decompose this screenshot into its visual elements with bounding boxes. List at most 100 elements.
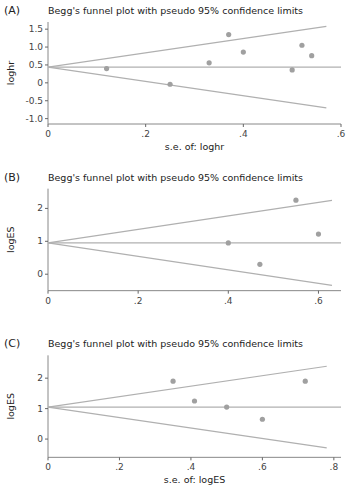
y-axis (48, 189, 49, 291)
funnel-line (48, 407, 327, 448)
x-tick-label: .6 (258, 462, 267, 472)
point (104, 66, 109, 71)
x-tick (262, 457, 263, 460)
funnel-line (48, 26, 326, 67)
x-tick (138, 291, 139, 294)
point (226, 240, 231, 245)
y-tick (45, 408, 48, 409)
x-tick (119, 457, 120, 460)
y-tick (45, 439, 48, 440)
point (293, 198, 298, 203)
y-tick-label: -1.0 (25, 114, 43, 124)
x-tick-label: .2 (115, 462, 124, 472)
y-tick-label: -0.5 (25, 96, 43, 106)
y-axis-label: loghr (5, 61, 16, 86)
point (316, 231, 321, 236)
panel: (B) Begg's funnel plot with pseudo 95% co… (4, 171, 341, 306)
y-tick-label: 1 (37, 404, 43, 414)
point (167, 82, 172, 87)
x-tick (243, 124, 244, 127)
y-axis (48, 22, 49, 124)
point (290, 67, 295, 72)
x-tick (190, 457, 191, 460)
x-tick (145, 124, 146, 127)
panel-label: (A) (4, 4, 20, 17)
title: Begg's funnel plot with pseudo 95% confi… (48, 172, 303, 183)
point (226, 32, 231, 37)
point (241, 49, 246, 54)
x-tick-label: .4 (224, 296, 233, 306)
figure: (A) Begg's funnel plot with pseudo 95% co… (0, 0, 353, 500)
x-tick-label: 0 (45, 129, 51, 139)
x-tick (48, 457, 49, 460)
x-tick-label: .6 (337, 129, 346, 139)
y-tick-label: 1 (37, 236, 43, 246)
y-tick (45, 208, 48, 209)
x-tick-label: .2 (134, 296, 143, 306)
y-tick (45, 100, 48, 101)
y-tick-label: 2 (37, 203, 43, 213)
funnel-line (48, 242, 341, 243)
y-tick-label: 0 (37, 78, 43, 88)
panel: (A) Begg's funnel plot with pseudo 95% co… (4, 4, 346, 152)
funnel-line (48, 66, 341, 67)
point (260, 417, 265, 422)
point (170, 379, 175, 384)
x-axis-label: s.e. of: loghr (165, 141, 224, 152)
y-axis (48, 355, 49, 457)
plot-area (48, 366, 341, 448)
x-axis (48, 124, 341, 125)
point (224, 404, 229, 409)
point (309, 53, 314, 58)
panel-label: (B) (4, 171, 20, 184)
point (299, 43, 304, 48)
funnel-line (48, 200, 332, 242)
y-tick-label: 0 (37, 434, 43, 444)
x-tick (341, 124, 342, 127)
x-tick (318, 291, 319, 294)
x-tick (48, 124, 49, 127)
y-tick (45, 64, 48, 65)
point (303, 379, 308, 384)
panel: (C) Begg's funnel plot with pseudo 95% co… (4, 337, 341, 485)
x-axis (48, 457, 341, 458)
x-tick-label: 0 (45, 462, 51, 472)
x-tick-label: 0 (45, 296, 51, 306)
y-tick-label: 1.0 (29, 42, 44, 52)
x-tick (228, 291, 229, 294)
x-tick-label: .4 (187, 462, 196, 472)
x-tick-label: .2 (141, 129, 150, 139)
title: Begg's funnel plot with pseudo 95% confi… (48, 5, 303, 16)
title: Begg's funnel plot with pseudo 95% confi… (48, 338, 303, 349)
y-tick-label: 0 (37, 269, 43, 279)
funnel-line (48, 67, 326, 108)
x-tick (333, 457, 334, 460)
y-tick (45, 274, 48, 275)
panel-label: (C) (4, 337, 20, 350)
y-tick (45, 241, 48, 242)
funnel-line (48, 406, 341, 407)
funnel-line (48, 243, 332, 285)
point (257, 262, 262, 267)
y-tick-label: 2 (37, 373, 43, 383)
x-tick (48, 291, 49, 294)
x-tick-label: .6 (314, 296, 323, 306)
y-tick (45, 378, 48, 379)
plot-area (48, 198, 341, 286)
y-tick (45, 29, 48, 30)
y-tick (45, 82, 48, 83)
y-tick-label: 1.5 (29, 24, 43, 34)
y-axis-label: logES (5, 393, 16, 420)
y-tick-label: 0.5 (29, 60, 43, 70)
plot-area (48, 26, 341, 108)
x-tick-label: .4 (239, 129, 248, 139)
funnel-line (48, 366, 327, 407)
y-axis-label: logES (5, 226, 16, 253)
point (192, 398, 197, 403)
point (207, 60, 212, 65)
y-tick (45, 118, 48, 119)
y-tick (45, 47, 48, 48)
x-tick-label: .8 (330, 462, 339, 472)
x-axis-label: s.e. of: logES (164, 474, 225, 485)
x-axis (48, 290, 341, 291)
